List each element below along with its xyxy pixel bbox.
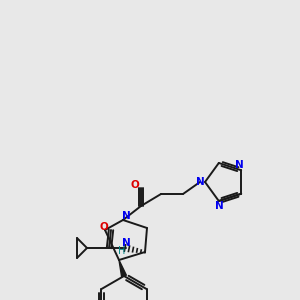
- Text: N: N: [235, 160, 244, 170]
- Text: O: O: [100, 222, 108, 232]
- Text: N: N: [196, 177, 204, 187]
- Polygon shape: [119, 260, 126, 277]
- Text: N: N: [215, 201, 224, 211]
- Text: N: N: [122, 211, 130, 221]
- Text: N: N: [122, 238, 130, 248]
- Text: H: H: [118, 246, 126, 256]
- Text: O: O: [130, 180, 140, 190]
